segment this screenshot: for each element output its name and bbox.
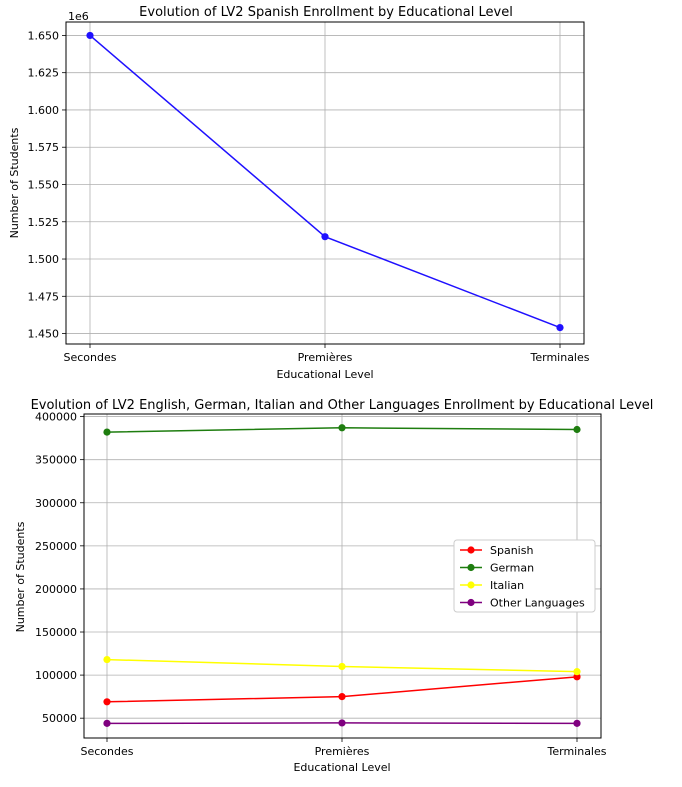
x-tick-label: Terminales (530, 351, 590, 364)
legend-label: German (490, 562, 534, 575)
y-tick-label: 1.625 (28, 67, 60, 80)
y-tick-label: 1.500 (28, 253, 60, 266)
y-tick-label: 50000 (42, 712, 77, 725)
y-tick-label: 400000 (35, 411, 77, 424)
chart2-plot-frame (83, 413, 602, 739)
legend-marker (467, 546, 475, 554)
y-tick-label: 1.475 (28, 290, 60, 303)
y-tick-label: 1.450 (28, 328, 60, 341)
data-point (338, 424, 346, 432)
data-point (338, 693, 346, 701)
y-tick-label: 300000 (35, 497, 77, 510)
data-point (103, 698, 111, 706)
y-tick-label: 250000 (35, 540, 77, 553)
y-tick-label: 1.525 (28, 216, 60, 229)
legend-label: Other Languages (490, 597, 585, 610)
y-tick-label: 1.575 (28, 141, 60, 154)
chart-other-languages-enrollment: Evolution of LV2 English, German, Italia… (14, 398, 653, 774)
data-point (103, 719, 111, 727)
x-tick-label: Secondes (81, 745, 134, 758)
y-tick-label: 100000 (35, 669, 77, 682)
chart1-y-axis-label: Number of Students (8, 127, 21, 238)
data-point (573, 673, 581, 681)
data-point (573, 668, 581, 676)
data-point (103, 655, 111, 664)
y-tick-label: 1.600 (28, 104, 60, 117)
x-tick-label: Premières (298, 351, 353, 364)
chart2-title: Evolution of LV2 English, German, Italia… (31, 398, 654, 413)
chart1-x-axis-label: Educational Level (276, 368, 373, 381)
y-tick-label: 1.550 (28, 178, 60, 191)
chart2-legend: Spanish German Italian Other Languages (453, 539, 596, 613)
data-point (556, 324, 564, 332)
y-tick-label: 200000 (35, 583, 77, 596)
data-point (573, 425, 581, 434)
y-tick-label: 150000 (35, 626, 77, 639)
data-point (86, 31, 94, 40)
chart1-offset-label: 1e6 (68, 10, 89, 23)
data-point (573, 719, 581, 727)
legend-marker (467, 563, 475, 572)
x-tick-label: Secondes (64, 351, 117, 364)
data-point (103, 428, 111, 436)
x-tick-label: Terminales (547, 745, 607, 758)
data-point (338, 662, 346, 671)
data-point (338, 719, 346, 727)
legend-frame (453, 539, 596, 613)
y-tick-label: 1.650 (28, 29, 60, 42)
legend-label: Italian (490, 579, 524, 592)
legend-label: Spanish (490, 544, 533, 557)
y-tick-label: 350000 (35, 454, 77, 467)
chart-spanish-enrollment: Evolution of LV2 Spanish Enrollment by E… (8, 5, 590, 381)
chart2-x-axis-label: Educational Level (293, 761, 390, 774)
chart1-title: Evolution of LV2 Spanish Enrollment by E… (139, 5, 513, 20)
legend-marker (467, 581, 475, 589)
x-tick-label: Premières (315, 745, 370, 758)
chart2-y-axis-label: Number of Students (14, 521, 27, 632)
data-point (321, 233, 329, 241)
legend-marker (467, 598, 475, 607)
